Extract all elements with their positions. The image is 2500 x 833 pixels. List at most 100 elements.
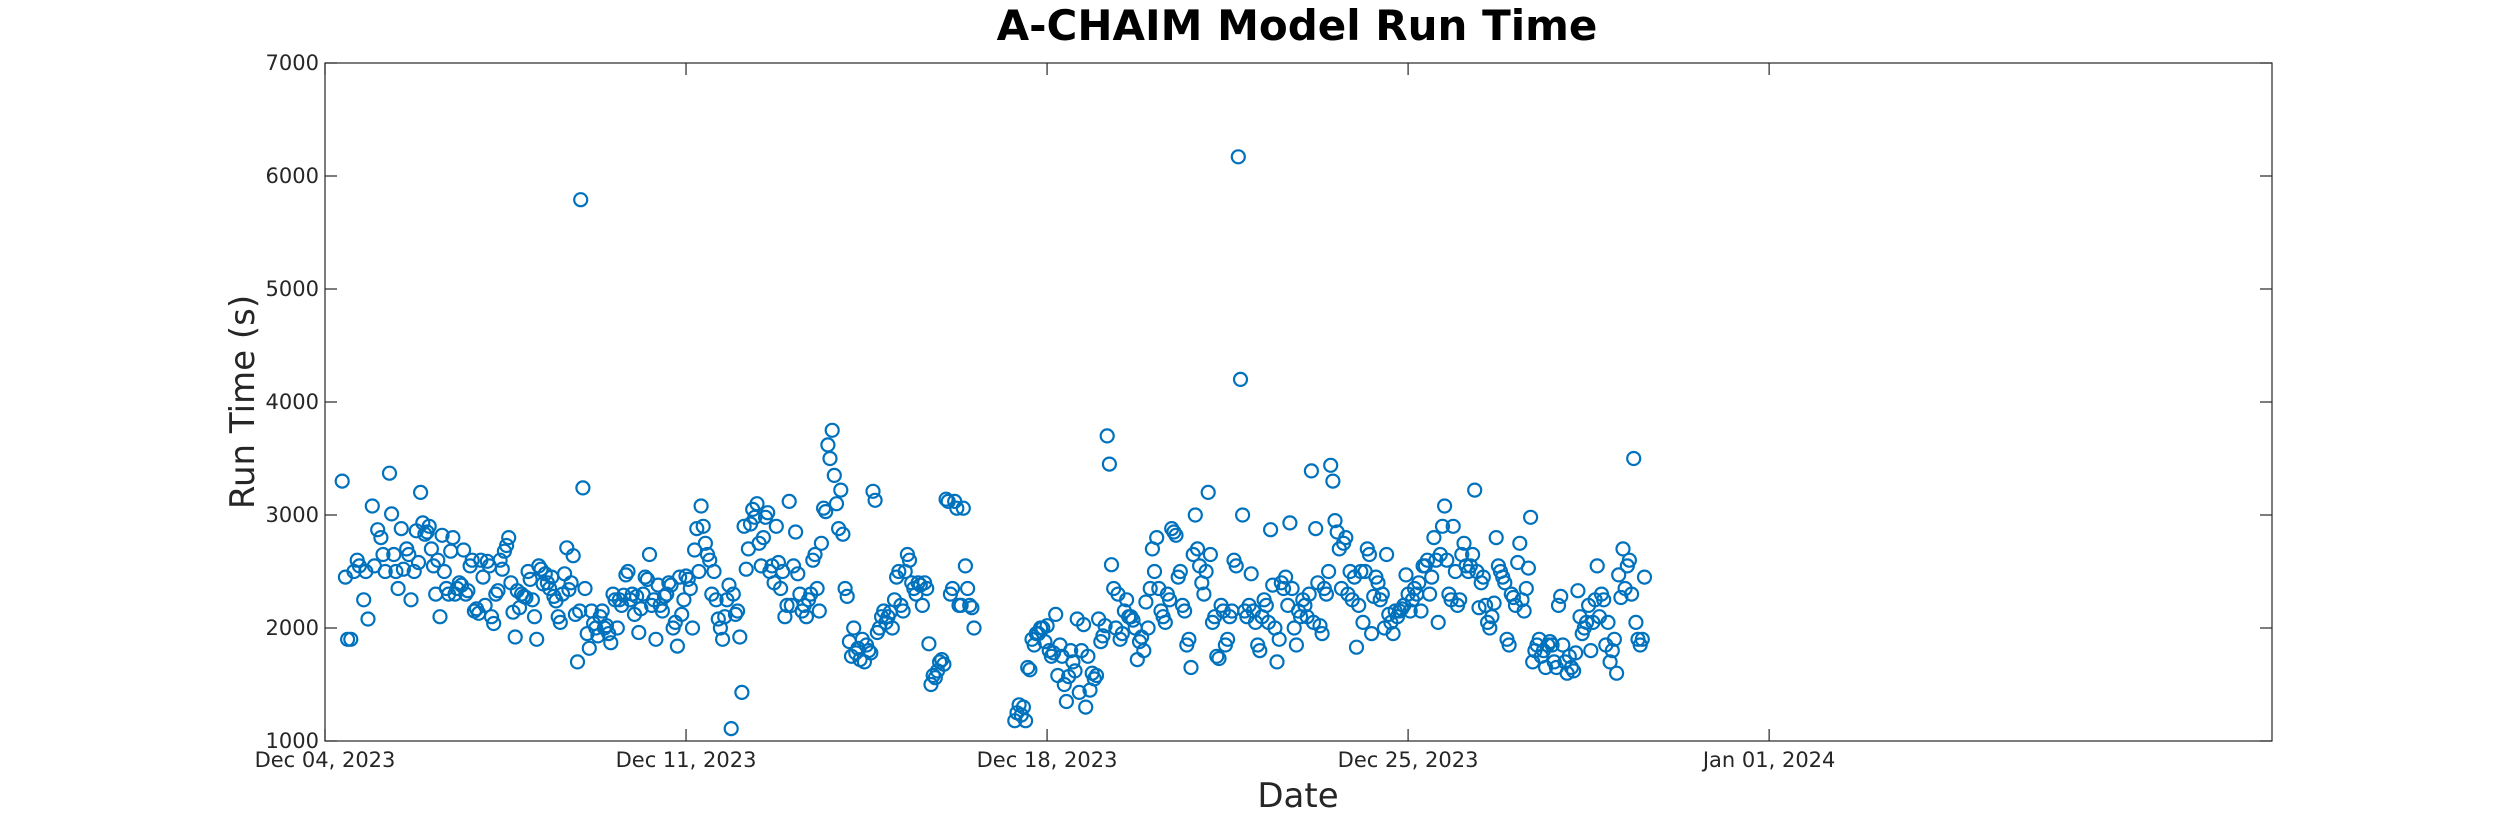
data-point [1140,620,1156,636]
data-point [395,561,411,577]
data-point [1604,642,1620,659]
data-point [1550,597,1567,614]
data-point [561,581,577,598]
data-point [1544,637,1560,653]
data-point [501,529,517,546]
data-point [356,592,372,608]
data-point [1426,529,1442,546]
data-point [1037,633,1053,650]
data-point [1553,588,1569,605]
data-point [755,529,772,546]
data-point [695,518,711,534]
data-point [1065,654,1081,670]
data-point [777,609,793,625]
data-point [654,603,671,619]
data-point [1477,597,1494,614]
data-point [1628,614,1644,631]
data-point [343,631,359,647]
data-point [572,603,588,619]
data-point [1271,631,1287,647]
data-point [811,603,827,619]
data-point [729,603,746,619]
x-axis-label: Date [1257,776,1338,816]
data-point [575,480,591,496]
data-point [1168,527,1184,543]
data-point [1067,663,1083,679]
data-point [770,554,787,571]
data-point [1475,569,1491,585]
data-point [1589,558,1605,574]
data-point [1419,552,1436,568]
data-point [1565,663,1582,679]
data-point [779,597,795,614]
data-point [1202,546,1219,563]
data-point [1338,529,1354,546]
data-point [865,483,881,499]
data-point [451,575,467,591]
data-point [1314,625,1330,642]
data-point [464,552,480,568]
data-point [1385,625,1401,642]
data-point [1133,629,1150,645]
data-point [526,609,543,625]
data-point [768,518,784,534]
data-point [721,577,737,593]
data-point [388,563,404,580]
data-point [1078,699,1094,715]
data-point [846,620,862,636]
data-point [1172,563,1188,580]
x-tick-label: Jan 01, 2024 [1701,748,1836,772]
data-point [927,670,943,686]
data-point [1149,529,1165,546]
data-point [1398,567,1414,583]
data-point [656,588,673,605]
data-point [486,615,502,632]
data-point [1275,580,1292,597]
axis-ticks: Dec 04, 2023 Dec 11, 2023 Dec 18, 2023 Dec … [255,51,2272,772]
data-point [577,580,593,597]
data-point [822,450,838,467]
chart-title: A-CHAIM Model Run Time [997,1,1598,50]
data-point [1234,507,1251,523]
data-point [689,520,705,537]
data-point [820,437,836,453]
data-point [1284,580,1300,597]
data-point [1071,684,1087,701]
data-point [1348,639,1365,655]
data-point [1095,628,1111,644]
data-point [938,491,954,507]
data-point [723,720,739,737]
data-point [1464,546,1481,563]
data-point [710,611,726,627]
data-point [659,586,675,602]
data-point [1325,473,1341,489]
data-point [966,620,982,636]
data-point [522,571,538,588]
x-tick-label: Dec 18, 2023 [977,748,1118,772]
data-point [850,640,866,656]
data-point [734,684,750,701]
data-point [1497,575,1513,591]
data-point [581,640,597,656]
data-point [552,614,568,631]
data-point [620,563,636,580]
data-point [1636,569,1653,585]
data-point [1424,569,1440,585]
data-point [377,563,393,580]
y-tick-label: 3000 [266,503,319,527]
data-point [1482,620,1498,636]
data-point [785,558,802,574]
data-point [1189,541,1206,557]
data-point [637,569,653,585]
data-point [955,500,971,516]
data-point [1097,618,1113,634]
data-point [494,561,510,577]
data-point [1252,642,1268,659]
data-point [1583,642,1599,659]
data-point [1430,614,1446,631]
data-point [1286,620,1302,636]
data-point [375,546,391,563]
data-point [697,535,714,551]
data-point [781,493,797,509]
data-point [364,498,380,514]
